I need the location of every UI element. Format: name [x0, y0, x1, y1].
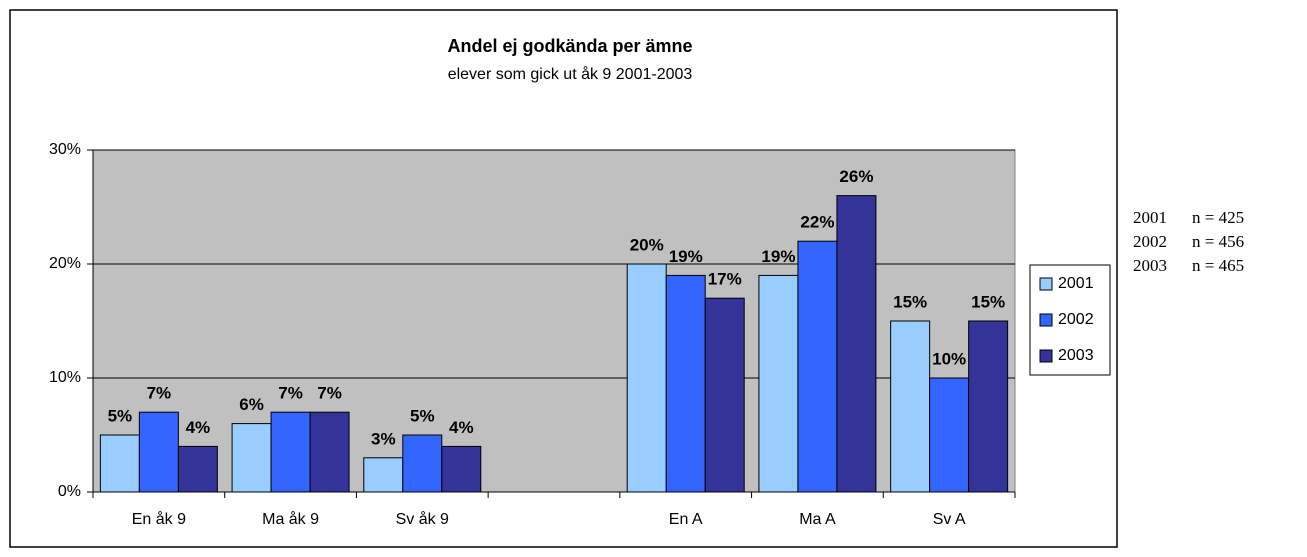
bar [402, 434, 443, 493]
note-year: 2001 [1133, 208, 1167, 227]
bar [138, 411, 179, 493]
chart-subtitle: elever som gick ut åk 9 2001-2003 [448, 65, 693, 83]
bar [836, 195, 877, 493]
value-label: 10% [932, 349, 966, 368]
value-label: 5% [410, 406, 435, 425]
value-label: 19% [669, 247, 703, 266]
y-tick-label: 30% [49, 141, 81, 158]
bar [890, 320, 931, 493]
value-label: 3% [371, 429, 396, 448]
bar [363, 457, 404, 493]
value-label: 19% [761, 247, 795, 266]
value-label: 15% [893, 292, 927, 311]
y-tick-label: 20% [49, 255, 81, 272]
x-tick-label: Ma A [799, 511, 836, 528]
value-label: 6% [239, 395, 264, 414]
value-label: 22% [800, 213, 834, 232]
legend-swatch [1039, 313, 1053, 327]
x-tick-label: En A [669, 511, 703, 528]
value-label: 17% [708, 270, 742, 289]
value-label: 5% [108, 406, 133, 425]
bar [270, 411, 311, 493]
bar [704, 297, 745, 493]
bar [309, 411, 350, 493]
note-n: n = 465 [1192, 256, 1244, 275]
value-label: 7% [278, 384, 303, 403]
value-label: 7% [147, 384, 172, 403]
bar [758, 274, 799, 493]
bar [797, 240, 838, 493]
value-label: 15% [971, 292, 1005, 311]
bar [968, 320, 1009, 493]
y-tick-label: 0% [58, 483, 81, 500]
bar [99, 434, 140, 493]
x-tick-label: Sv åk 9 [396, 510, 449, 528]
legend-swatch [1039, 277, 1053, 291]
bar [626, 263, 667, 493]
bar [665, 274, 706, 493]
note-year: 2002 [1133, 232, 1167, 251]
legend-label: 2002 [1058, 311, 1094, 328]
plot-area [92, 149, 1016, 493]
value-label: 7% [317, 384, 342, 403]
x-tick-label: En åk 9 [132, 510, 186, 528]
y-tick-label: 10% [49, 369, 81, 386]
chart-title: Andel ej godkända per ämne [447, 36, 692, 56]
note-n: n = 425 [1192, 208, 1244, 227]
note-n: n = 456 [1192, 232, 1244, 251]
value-label: 4% [186, 418, 211, 437]
value-label: 26% [839, 167, 873, 186]
value-label: 4% [449, 418, 474, 437]
x-tick-label: Ma åk 9 [262, 510, 319, 528]
value-label: 20% [630, 235, 664, 254]
legend-swatch [1039, 349, 1053, 363]
bar [441, 445, 482, 493]
bar [929, 377, 970, 493]
x-tick-label: Sv A [933, 511, 966, 528]
legend-label: 2003 [1058, 347, 1094, 364]
bar [231, 423, 272, 493]
bar [177, 445, 218, 493]
legend-label: 2001 [1058, 275, 1094, 292]
note-year: 2003 [1133, 256, 1167, 275]
